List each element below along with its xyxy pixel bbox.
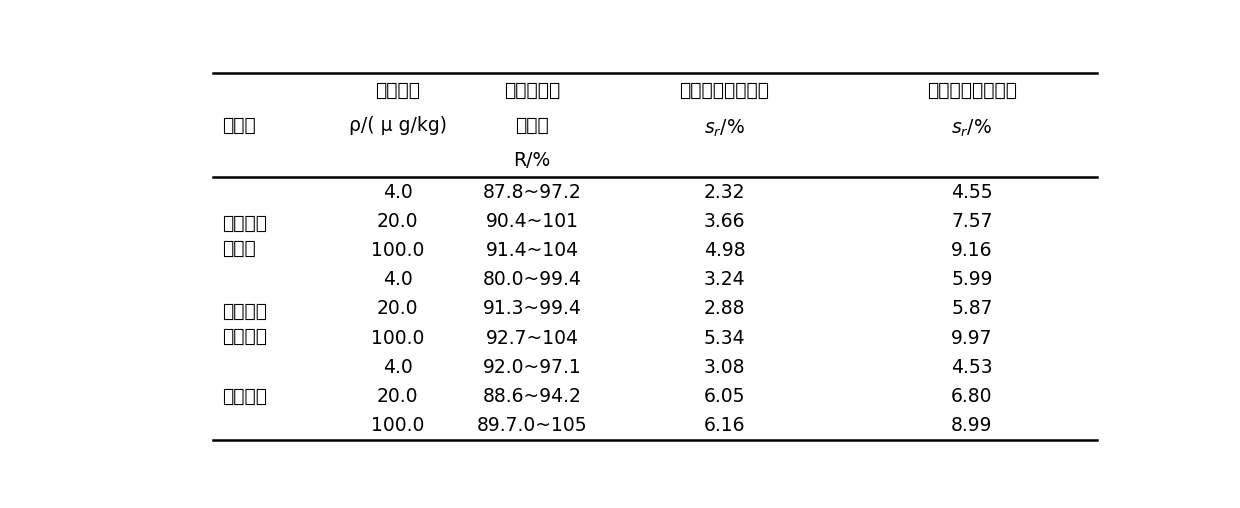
Text: 日内相对标准偏差: 日内相对标准偏差 xyxy=(680,81,769,100)
Text: 回收率: 回收率 xyxy=(516,116,549,135)
Text: 87.8~97.2: 87.8~97.2 xyxy=(482,182,582,202)
Text: 100.0: 100.0 xyxy=(371,241,424,260)
Text: 日内精密度: 日内精密度 xyxy=(505,81,560,100)
Text: 磺胺间二
甲氧嘧啶: 磺胺间二 甲氧嘧啶 xyxy=(222,302,268,345)
Text: 88.6~94.2: 88.6~94.2 xyxy=(482,387,582,406)
Text: 100.0: 100.0 xyxy=(371,416,424,435)
Text: 6.80: 6.80 xyxy=(951,387,992,406)
Text: 4.53: 4.53 xyxy=(951,358,993,377)
Text: 磺胺二甲
基嘧啶: 磺胺二甲 基嘧啶 xyxy=(222,214,268,258)
Text: 7.57: 7.57 xyxy=(951,212,992,231)
Text: 9.97: 9.97 xyxy=(951,329,992,347)
Text: 20.0: 20.0 xyxy=(377,299,418,319)
Text: 80.0~99.4: 80.0~99.4 xyxy=(482,270,582,289)
Text: 5.99: 5.99 xyxy=(951,270,992,289)
Text: 4.0: 4.0 xyxy=(383,358,413,377)
Text: R/%: R/% xyxy=(513,150,551,170)
Text: 9.16: 9.16 xyxy=(951,241,992,260)
Text: $s_r$/%: $s_r$/% xyxy=(704,118,745,139)
Text: 4.98: 4.98 xyxy=(703,241,745,260)
Text: 化合物: 化合物 xyxy=(222,116,255,135)
Text: 2.32: 2.32 xyxy=(703,182,745,202)
Text: 92.0~97.1: 92.0~97.1 xyxy=(482,358,582,377)
Text: 日间相对标准偏差: 日间相对标准偏差 xyxy=(926,81,1017,100)
Text: 91.3~99.4: 91.3~99.4 xyxy=(482,299,582,319)
Text: 2.88: 2.88 xyxy=(703,299,745,319)
Text: 92.7~104: 92.7~104 xyxy=(486,329,579,347)
Text: 4.55: 4.55 xyxy=(951,182,993,202)
Text: 磺胺嘧啶: 磺胺嘧啶 xyxy=(222,387,268,406)
Text: 6.16: 6.16 xyxy=(703,416,745,435)
Text: 6.05: 6.05 xyxy=(703,387,745,406)
Text: 3.08: 3.08 xyxy=(703,358,745,377)
Text: $s_r$/%: $s_r$/% xyxy=(951,118,992,139)
Text: 8.99: 8.99 xyxy=(951,416,992,435)
Text: 91.4~104: 91.4~104 xyxy=(486,241,579,260)
Text: 20.0: 20.0 xyxy=(377,212,418,231)
Text: 4.0: 4.0 xyxy=(383,270,413,289)
Text: 5.87: 5.87 xyxy=(951,299,992,319)
Text: 添加浓度: 添加浓度 xyxy=(376,81,420,100)
Text: 100.0: 100.0 xyxy=(371,329,424,347)
Text: 20.0: 20.0 xyxy=(377,387,418,406)
Text: 3.66: 3.66 xyxy=(703,212,745,231)
Text: 4.0: 4.0 xyxy=(383,182,413,202)
Text: 3.24: 3.24 xyxy=(703,270,745,289)
Text: 5.34: 5.34 xyxy=(703,329,745,347)
Text: ρ/( μ g/kg): ρ/( μ g/kg) xyxy=(348,116,446,135)
Text: 90.4~101: 90.4~101 xyxy=(486,212,579,231)
Text: 89.7.0~105: 89.7.0~105 xyxy=(477,416,588,435)
